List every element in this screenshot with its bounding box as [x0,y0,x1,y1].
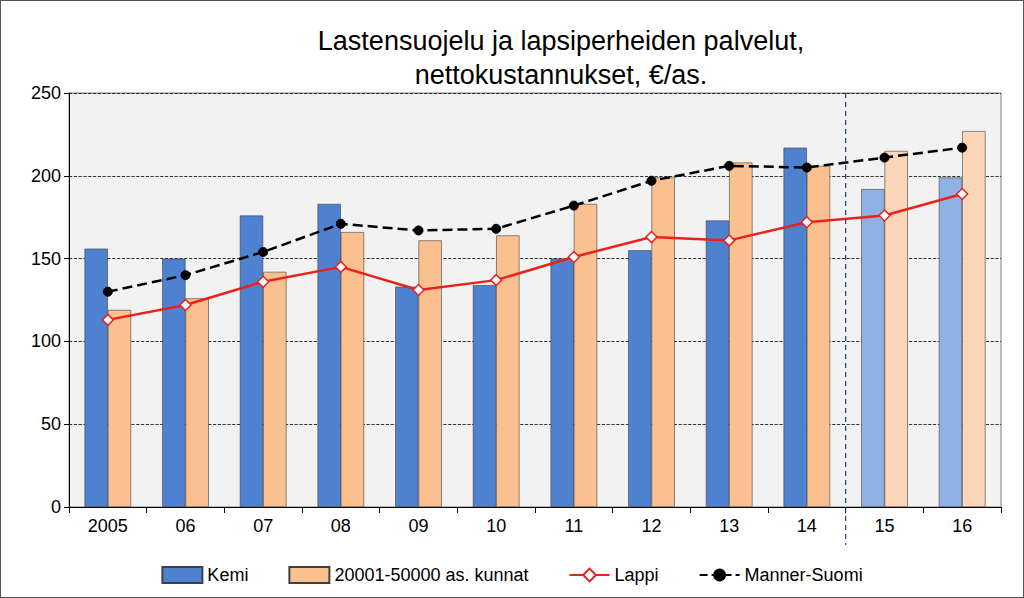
svg-text:12: 12 [641,516,661,536]
svg-text:Lastensuojelu ja lapsiperheide: Lastensuojelu ja lapsiperheiden palvelut… [318,26,804,56]
svg-text:16: 16 [952,516,972,536]
svg-text:15: 15 [874,516,894,536]
svg-text:07: 07 [253,516,273,536]
svg-text:08: 08 [331,516,351,536]
svg-text:Kemi: Kemi [207,565,248,585]
svg-text:nettokustannukset, €/as.: nettokustannukset, €/as. [415,60,708,90]
svg-text:10: 10 [486,516,506,536]
svg-text:Lappi: Lappi [615,565,659,585]
svg-text:50: 50 [41,414,61,434]
svg-text:20001-50000 as. kunnat: 20001-50000 as. kunnat [334,565,528,585]
svg-text:200: 200 [31,166,61,186]
svg-text:06: 06 [175,516,195,536]
svg-text:11: 11 [564,516,583,536]
svg-text:Manner-Suomi: Manner-Suomi [745,565,863,585]
svg-text:13: 13 [719,516,739,536]
svg-text:09: 09 [408,516,428,536]
svg-text:2005: 2005 [88,516,128,536]
svg-text:100: 100 [31,331,61,351]
svg-text:0: 0 [51,497,61,517]
svg-text:150: 150 [31,249,61,269]
svg-text:14: 14 [797,516,817,536]
svg-text:250: 250 [31,83,61,103]
